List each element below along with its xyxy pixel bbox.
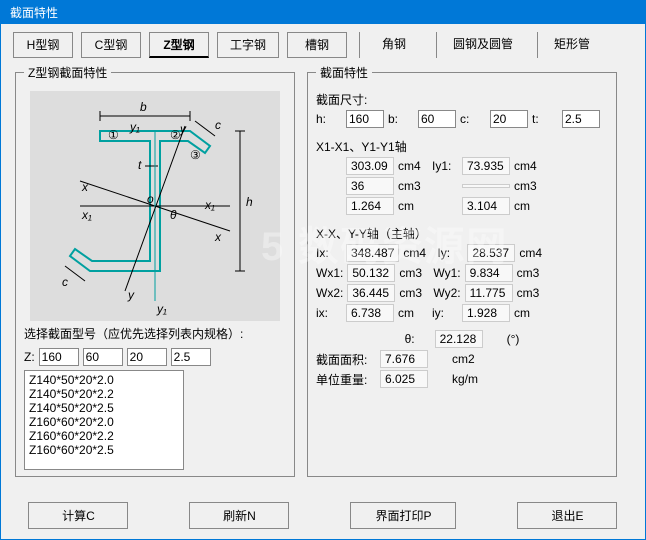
left-panel: Z型钢截面特性 b y₁ c ① ② — [15, 64, 295, 477]
tab-channel[interactable]: 槽钢 — [287, 32, 347, 58]
titlebar: 截面特性 — [0, 0, 646, 24]
profile-listbox[interactable]: Z140*50*20*2.0 Z140*50*20*2.2 Z140*50*20… — [24, 370, 184, 470]
label-y-top: y — [179, 122, 187, 136]
b-lbl: b: — [388, 112, 414, 126]
list-item[interactable]: Z140*50*20*2.0 — [27, 373, 181, 387]
weight-val: 6.025 — [380, 370, 428, 388]
print-button[interactable]: 界面打印P — [350, 502, 456, 529]
tab-round[interactable]: 圆钢及圆管 — [441, 32, 525, 58]
label-c: c — [215, 118, 221, 132]
tab-sep — [359, 32, 360, 58]
label-y-bot: y — [127, 288, 135, 302]
window-title: 截面特性 — [10, 6, 58, 20]
ax1-v2: 73.935 — [462, 157, 510, 175]
select-label: 选择截面型号（应优先选择列表内规格）: — [24, 325, 286, 342]
list-item[interactable]: Z160*60*20*2.5 — [27, 443, 181, 457]
tab-z-steel[interactable]: Z型钢 — [149, 32, 209, 58]
tab-h-steel[interactable]: H型钢 — [13, 32, 73, 58]
ax1-v1: 303.09 — [346, 157, 394, 175]
z-label: Z: — [24, 350, 35, 364]
label-y1-bot: y₁ — [156, 302, 167, 316]
h-lbl: h: — [316, 112, 342, 126]
label-h: h — [246, 195, 253, 209]
z-input-1[interactable] — [83, 348, 123, 366]
axis2-title: X-X、Y-Y轴（主轴） — [316, 225, 608, 242]
z-input-3[interactable] — [171, 348, 211, 366]
tab-rect[interactable]: 矩形管 — [542, 32, 602, 58]
label-x-left: x — [81, 180, 89, 194]
left-legend: Z型钢截面特性 — [24, 64, 111, 81]
label-t: t — [138, 158, 142, 172]
tab-c-steel[interactable]: C型钢 — [81, 32, 141, 58]
label-x-right: x — [214, 230, 222, 244]
t-lbl: t: — [532, 112, 558, 126]
list-item[interactable]: Z140*50*20*2.2 — [27, 387, 181, 401]
calc-button[interactable]: 计算C — [28, 502, 128, 529]
t-input[interactable] — [562, 110, 600, 128]
c-input[interactable] — [490, 110, 528, 128]
tab-i-steel[interactable]: 工字钢 — [217, 32, 279, 58]
circle-1: ① — [108, 128, 119, 142]
label-o: o — [147, 192, 154, 206]
exit-button[interactable]: 退出E — [517, 502, 617, 529]
c-lbl: c: — [460, 112, 486, 126]
tab-sep — [537, 32, 538, 58]
theta-val: 22.128 — [435, 330, 483, 348]
label-y1-top: y₁ — [129, 120, 140, 134]
dim-title: 截面尺寸: — [316, 91, 608, 108]
z-input-2[interactable] — [127, 348, 167, 366]
label-c-bot: c — [62, 275, 68, 289]
list-item[interactable]: Z160*60*20*2.0 — [27, 415, 181, 429]
cross-section-diagram: b y₁ c ① ② ③ t — [30, 91, 280, 321]
list-item[interactable]: Z160*60*20*2.2 — [27, 429, 181, 443]
refresh-button[interactable]: 刷新N — [189, 502, 289, 529]
label-theta: θ — [170, 208, 177, 222]
tab-angle[interactable]: 角钢 — [364, 32, 424, 58]
label-x1-left: x₁ — [81, 208, 92, 222]
axis1-title: X1-X1、Y1-Y1轴 — [316, 138, 608, 155]
h-input[interactable] — [346, 110, 384, 128]
label-x1-right: x₁ — [204, 198, 215, 212]
tab-sep — [436, 32, 437, 58]
right-legend: 截面特性 — [316, 64, 372, 81]
z-input-0[interactable] — [39, 348, 79, 366]
area-val: 7.676 — [380, 350, 428, 368]
label-b: b — [140, 100, 147, 114]
tab-bar: H型钢 C型钢 Z型钢 工字钢 槽钢 角钢 圆钢及圆管 矩形管 — [13, 32, 633, 58]
right-panel: 截面特性 截面尺寸: h: b: c: t: X1-X1、Y1-Y1轴 303.… — [307, 64, 617, 477]
circle-3: ③ — [190, 148, 201, 162]
z-profile-svg: b y₁ c ① ② ③ t — [30, 91, 280, 321]
b-input[interactable] — [418, 110, 456, 128]
list-item[interactable]: Z140*50*20*2.5 — [27, 401, 181, 415]
content-area: H型钢 C型钢 Z型钢 工字钢 槽钢 角钢 圆钢及圆管 矩形管 Z型钢截面特性 … — [1, 24, 645, 539]
